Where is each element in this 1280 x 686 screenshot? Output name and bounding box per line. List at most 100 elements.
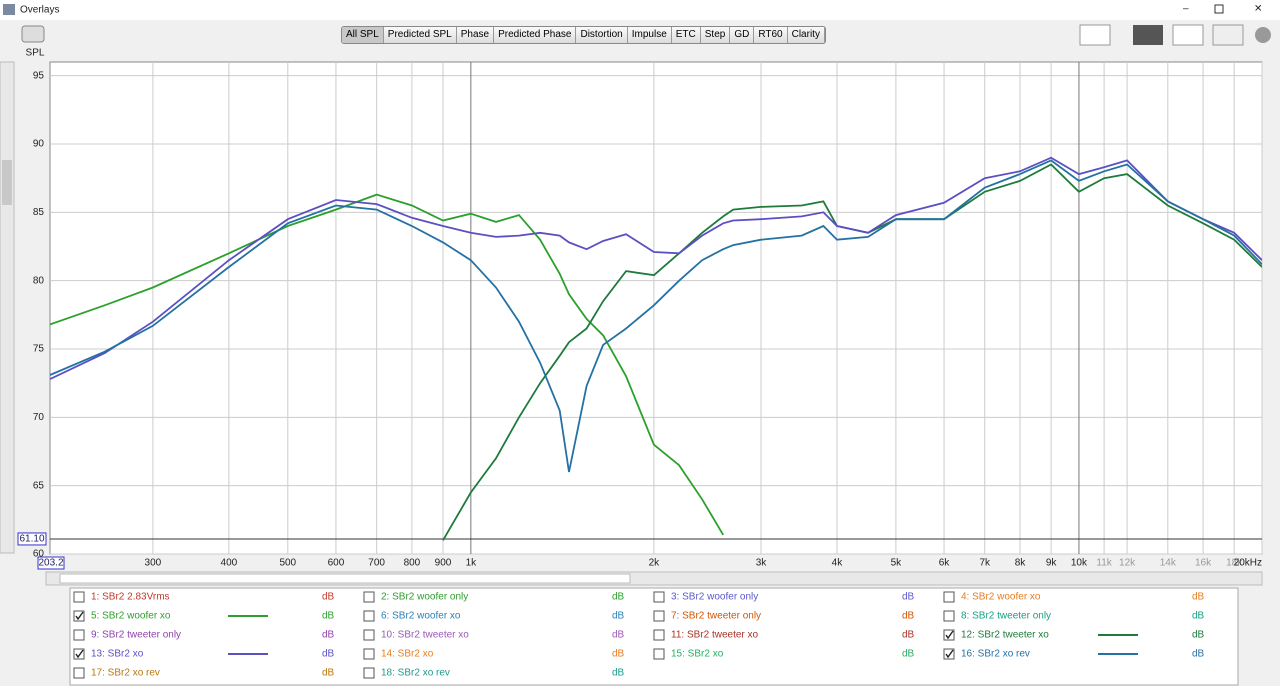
x-tick-label: 500 <box>279 558 296 569</box>
toolbar-button[interactable]: GD <box>730 27 755 43</box>
toolbar-button[interactable]: Step <box>700 27 731 43</box>
legend-checkbox[interactable] <box>363 629 375 641</box>
legend-checkbox[interactable] <box>363 667 375 679</box>
legend-item[interactable]: 7: SBr2 tweeter only dB <box>653 610 915 622</box>
y-tick-label: 70 <box>33 412 45 423</box>
legend-unit: dB <box>322 649 335 660</box>
legend-item[interactable]: 3: SBr2 woofer only dB <box>653 591 915 603</box>
legend-item[interactable]: 6: SBr2 woofer xo dB <box>363 610 625 622</box>
v-scrollbar[interactable] <box>0 61 15 554</box>
title-bar <box>0 0 1280 20</box>
legend-item[interactable]: 17: SBr2 xo rev dB <box>73 667 335 679</box>
legend-label: 6: SBr2 woofer xo <box>381 611 461 622</box>
legend-item[interactable]: 12: SBr2 tweeter xo dB <box>943 629 1205 641</box>
legend-unit: dB <box>612 649 625 660</box>
legend-label: 16: SBr2 xo rev <box>961 649 1030 660</box>
tool-icon[interactable] <box>1133 25 1163 45</box>
window-title: Overlays <box>20 5 59 16</box>
x-tick-label: 4k <box>832 558 844 569</box>
toolbar-button[interactable]: Impulse <box>627 27 672 43</box>
legend-checkbox[interactable] <box>943 591 955 603</box>
legend-item[interactable]: 14: SBr2 xo dB <box>363 648 625 660</box>
x-tick-label: 700 <box>368 558 385 569</box>
legend-item[interactable]: 15: SBr2 xo dB <box>653 648 915 660</box>
legend-item[interactable]: 16: SBr2 xo rev dB <box>943 648 1205 660</box>
legend-checkbox[interactable] <box>363 648 375 660</box>
v-scroll-thumb[interactable] <box>2 160 12 205</box>
legend-item[interactable]: 10: SBr2 tweeter xo dB <box>363 629 625 641</box>
legend-checkbox[interactable] <box>653 648 665 660</box>
legend-checkbox[interactable] <box>653 629 665 641</box>
h-scroll-thumb[interactable] <box>59 573 631 584</box>
check-mark <box>75 611 84 621</box>
legend-checkbox[interactable] <box>73 629 85 641</box>
legend-item[interactable]: 2: SBr2 woofer only dB <box>363 591 625 603</box>
legend-label: 1: SBr2 2.83Vrms <box>91 592 170 603</box>
x-tick-label: 600 <box>328 558 345 569</box>
toolbar-button[interactable]: All SPL <box>342 27 384 43</box>
legend-checkbox[interactable] <box>363 610 375 622</box>
camera-button[interactable] <box>21 25 45 43</box>
settings[interactable] <box>1255 27 1271 43</box>
legend-item[interactable]: 5: SBr2 woofer xo dB <box>73 610 335 622</box>
legend-item[interactable]: 9: SBr2 tweeter only dB <box>73 629 335 641</box>
legend-label: 13: SBr2 xo <box>91 649 144 660</box>
toolbar-button[interactable]: Clarity <box>787 27 825 43</box>
legend-checkbox[interactable] <box>653 591 665 603</box>
legend-checkbox[interactable] <box>363 591 375 603</box>
legend-unit: dB <box>612 668 625 679</box>
x-tick-label: 2k <box>649 558 661 569</box>
legend-unit: dB <box>322 592 335 603</box>
cursor-x-label: 203.2 <box>38 558 63 569</box>
toolbar-button[interactable]: Phase <box>456 27 495 43</box>
legend-checkbox[interactable] <box>73 667 85 679</box>
legend-label: 9: SBr2 tweeter only <box>91 630 181 641</box>
toolbar-button[interactable]: Predicted Phase <box>494 27 577 43</box>
legend-item[interactable]: 1: SBr2 2.83Vrms dB <box>73 591 335 603</box>
check-mark <box>945 649 954 659</box>
legend-label: 5: SBr2 woofer xo <box>91 611 171 622</box>
legend-label: 18: SBr2 xo rev <box>381 668 450 679</box>
minimize[interactable]: – <box>1183 4 1189 15</box>
check-mark <box>75 649 84 659</box>
x-tick-label: 800 <box>404 558 421 569</box>
toolbar-button[interactable]: ETC <box>671 27 701 43</box>
legend-checkbox[interactable] <box>73 648 85 660</box>
legend-checkbox[interactable] <box>943 648 955 660</box>
legend-label: 14: SBr2 xo <box>381 649 434 660</box>
legend-unit: dB <box>612 611 625 622</box>
legend-unit: dB <box>1192 611 1205 622</box>
legend-checkbox[interactable] <box>73 591 85 603</box>
legend-checkbox[interactable] <box>943 610 955 622</box>
y-tick-label: 75 <box>33 344 45 355</box>
legend-item[interactable]: 13: SBr2 xo dB <box>73 648 335 660</box>
cursor-readout-box <box>37 556 65 570</box>
x-tick-label: 400 <box>221 558 238 569</box>
tool-icon[interactable] <box>1212 24 1244 46</box>
legend-unit: dB <box>612 630 625 641</box>
restore[interactable] <box>1214 4 1224 14</box>
x-tick-label: 9k <box>1046 558 1058 569</box>
legend-item[interactable]: 11: SBr2 tweeter xo dB <box>653 629 915 641</box>
x-tick-label: 20kHz <box>1234 558 1262 569</box>
legend-item[interactable]: 18: SBr2 xo rev dB <box>363 667 625 679</box>
legend-unit: dB <box>1192 592 1205 603</box>
close[interactable]: ✕ <box>1254 4 1262 15</box>
tool-icon[interactable] <box>1172 24 1204 46</box>
legend-checkbox[interactable] <box>653 610 665 622</box>
legend-checkbox[interactable] <box>943 629 955 641</box>
toolbar-button[interactable]: Distortion <box>576 27 628 43</box>
legend-unit: dB <box>1192 630 1205 641</box>
legend-checkbox[interactable] <box>73 610 85 622</box>
toolbar-button[interactable]: Predicted SPL <box>383 27 457 43</box>
legend-item[interactable]: 8: SBr2 tweeter only dB <box>943 610 1205 622</box>
toolbar-button[interactable]: RT60 <box>754 27 788 43</box>
tool-icon[interactable] <box>1079 24 1111 46</box>
legend-unit: dB <box>902 649 915 660</box>
x-tick-label: 11k <box>1096 558 1112 569</box>
y-tick-label: 85 <box>33 207 45 218</box>
legend-unit: dB <box>1192 649 1205 660</box>
legend-item[interactable]: 4: SBr2 woofer xo dB <box>943 591 1205 603</box>
legend-unit: dB <box>322 668 335 679</box>
